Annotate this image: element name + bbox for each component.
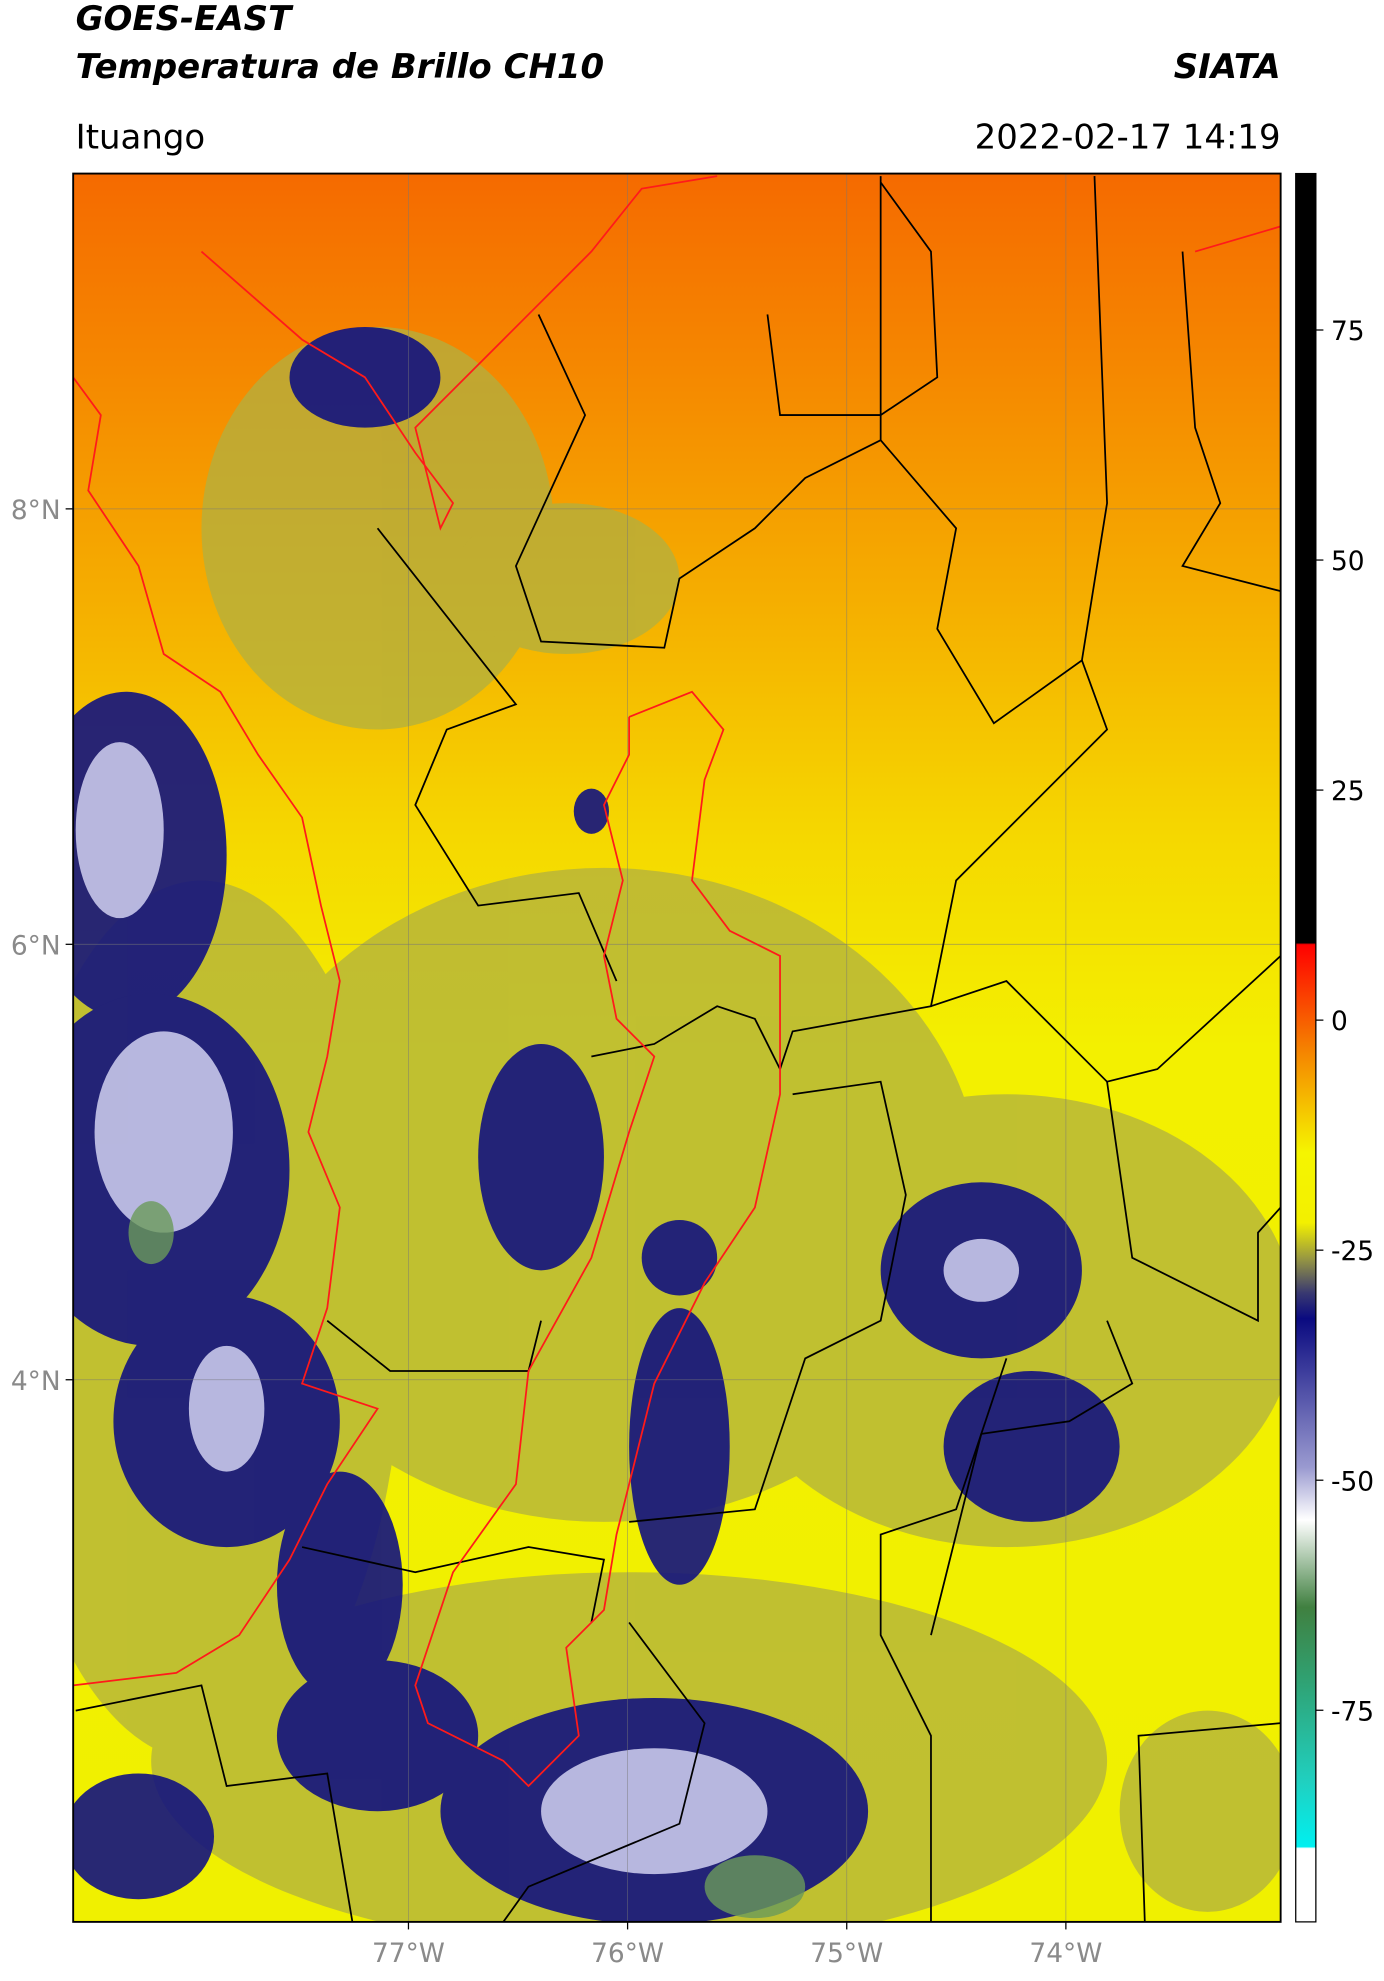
colorbar-tick-label: 25: [1331, 776, 1365, 807]
colorbar-tick-label: -25: [1331, 1236, 1374, 1267]
brand: SIATA: [1174, 47, 1281, 87]
x-tick-label: 76°W: [591, 1938, 664, 1969]
datetime: 2022-02-17 14:19: [975, 117, 1281, 157]
borders: [75, 176, 1281, 1922]
satellite-image: [73, 173, 1281, 1922]
colorbar-tick-label: 50: [1331, 546, 1365, 577]
region: Ituango: [76, 117, 206, 157]
colorbar-tick-label: 0: [1331, 1006, 1348, 1037]
colorbar-tick-label: 75: [1331, 316, 1365, 347]
colorbar-tick-label: -50: [1331, 1466, 1374, 1497]
y-tick-label: 4°N: [11, 1366, 61, 1397]
y-tick-label: 8°N: [11, 495, 61, 526]
x-tick-label: 75°W: [810, 1938, 883, 1969]
product: Temperatura de Brillo CH10: [76, 47, 604, 87]
colorbar-tick-label: -75: [1331, 1696, 1374, 1727]
x-tick-label: 77°W: [372, 1938, 445, 1969]
map-frame: [72, 172, 1282, 1923]
satellite: GOES-EAST: [76, 0, 294, 39]
x-tick-label: 74°W: [1029, 1938, 1102, 1969]
grid: [73, 173, 1281, 1922]
colorbar: [1295, 172, 1317, 1923]
y-tick-label: 6°N: [11, 930, 61, 961]
region-outline: [73, 175, 1281, 1788]
